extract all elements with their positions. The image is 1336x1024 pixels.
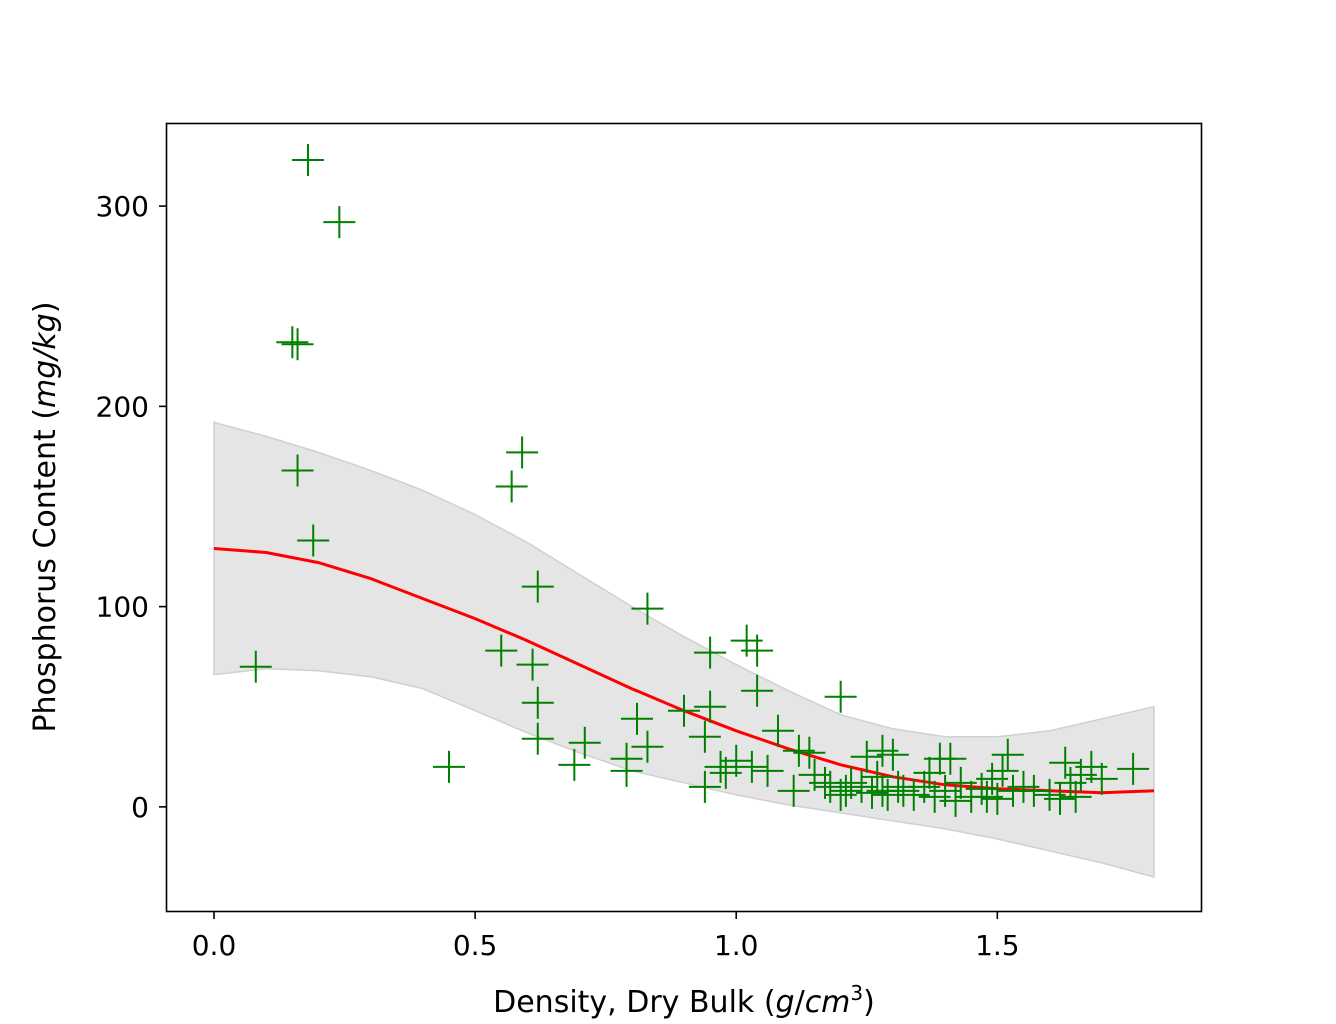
x-tick-label: 0.0	[192, 929, 237, 962]
data-point	[281, 328, 314, 361]
points-layer	[239, 144, 1150, 817]
data-point	[610, 742, 643, 775]
data-point	[668, 694, 700, 727]
data-point	[876, 738, 909, 771]
data-point	[1059, 780, 1092, 813]
data-point	[694, 636, 727, 669]
data-point	[1049, 746, 1082, 779]
data-point	[777, 774, 810, 807]
y-tick-label: 0	[131, 791, 149, 824]
data-point	[981, 782, 1014, 815]
data-point	[239, 650, 272, 683]
data-point	[292, 144, 324, 177]
data-point	[688, 770, 721, 803]
data-point	[824, 680, 857, 713]
confidence-band	[213, 421, 1155, 878]
data-point	[934, 742, 967, 775]
y-tick-label: 100	[96, 591, 149, 624]
data-point	[1085, 762, 1118, 795]
data-point	[276, 326, 309, 359]
data-point	[433, 750, 465, 783]
data-point	[516, 648, 549, 681]
data-point	[1017, 774, 1050, 807]
x-tick-label: 1.5	[975, 929, 1020, 962]
y-tick-label: 300	[96, 190, 149, 223]
data-point	[762, 714, 794, 747]
data-point	[1044, 782, 1076, 815]
data-point	[521, 686, 554, 719]
data-point	[704, 750, 737, 783]
data-point	[861, 760, 894, 793]
data-point	[631, 592, 664, 625]
data-point	[495, 470, 528, 503]
data-point	[735, 750, 768, 783]
data-point	[986, 754, 1019, 787]
y-axis-ticks: 0 100 200 300	[96, 190, 167, 824]
x-axis-label: Density, Dry Bulk (g/cm3)	[493, 981, 875, 1020]
y-tick-label: 200	[96, 390, 149, 423]
data-point	[1117, 752, 1150, 785]
data-point	[558, 748, 591, 781]
data-point	[631, 730, 664, 763]
data-point	[741, 634, 774, 667]
data-point	[297, 524, 330, 557]
x-tick-label: 0.5	[453, 929, 498, 962]
data-point	[568, 726, 601, 759]
data-point	[281, 454, 314, 487]
data-point	[793, 736, 826, 769]
data-point	[485, 634, 518, 667]
band-layer	[213, 421, 1155, 878]
data-point	[521, 570, 554, 603]
data-point	[621, 702, 653, 735]
y-axis-label: Phosphorus Content (mg/kg)	[28, 301, 63, 732]
data-point	[991, 738, 1024, 771]
data-point	[751, 754, 784, 787]
data-point	[506, 436, 539, 469]
data-point	[720, 744, 753, 777]
data-point	[829, 774, 862, 807]
plot-frame	[165, 122, 1203, 913]
data-point	[323, 206, 356, 239]
data-point	[688, 720, 721, 753]
x-tick-label: 1.0	[714, 929, 759, 962]
data-point	[939, 784, 972, 817]
x-axis-ticks: 0.0 0.5 1.0 1.5	[192, 911, 1020, 962]
data-point	[850, 740, 883, 773]
data-point	[741, 674, 774, 707]
data-point	[694, 690, 727, 723]
data-point	[521, 722, 554, 755]
